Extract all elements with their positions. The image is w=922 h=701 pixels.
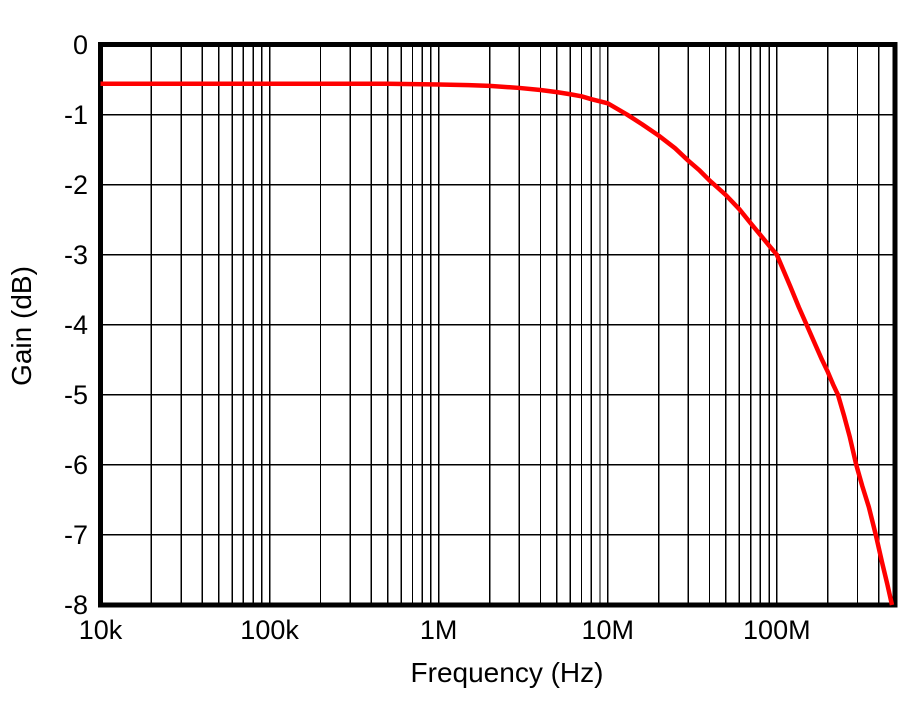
y-axis-title: Gain (dB) <box>6 266 37 386</box>
gain-curve <box>100 81 895 606</box>
plot-frame <box>98 42 898 608</box>
x-axis-title: Frequency (Hz) <box>410 657 604 688</box>
